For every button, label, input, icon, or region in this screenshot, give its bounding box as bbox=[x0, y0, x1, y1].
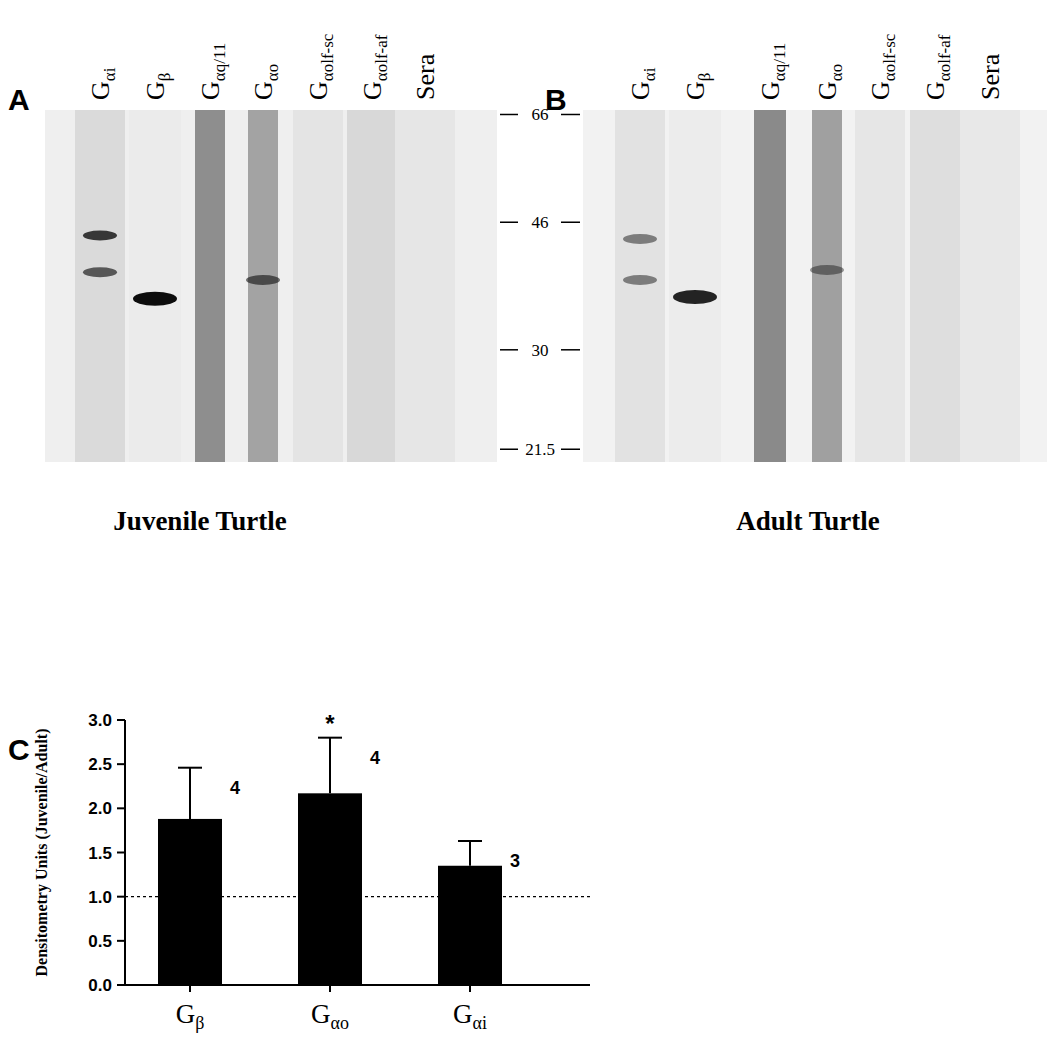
marker-label: 66 bbox=[532, 105, 549, 124]
gel-lane bbox=[293, 110, 343, 462]
x-tick bbox=[189, 985, 191, 992]
x-tick bbox=[329, 985, 331, 992]
marker-tick bbox=[561, 448, 580, 450]
y-tick bbox=[117, 852, 125, 854]
band bbox=[133, 292, 177, 306]
x-tick-label: Gβ bbox=[176, 999, 205, 1033]
sample-size: 4 bbox=[230, 778, 240, 798]
marker-tick bbox=[500, 114, 518, 116]
gel-lane bbox=[910, 110, 960, 462]
lane-label: Sera bbox=[976, 53, 1005, 100]
marker-tick bbox=[500, 221, 518, 223]
error-cap bbox=[458, 840, 482, 842]
lane-label: Gαolf-af bbox=[358, 34, 391, 100]
sample-size: 4 bbox=[370, 748, 380, 768]
bar bbox=[158, 819, 222, 985]
gel-lane bbox=[248, 110, 278, 462]
plot-area bbox=[125, 738, 590, 985]
x-tick-label: Gαi bbox=[453, 999, 487, 1033]
y-tick bbox=[117, 940, 125, 942]
gel-lane bbox=[855, 110, 905, 462]
y-tick-label: 2.0 bbox=[88, 799, 112, 818]
lane-label: Gαq/11 bbox=[196, 43, 229, 100]
error-bar bbox=[329, 738, 331, 794]
gel-lane bbox=[960, 110, 1020, 462]
lane-label: Gβ bbox=[141, 73, 174, 100]
bar bbox=[298, 793, 362, 985]
marker-tick bbox=[500, 349, 518, 351]
figure: Gαi Gβ Gαq/11 Gαo Gαolf-sc Gαolf-af Sera A Juven… bbox=[0, 0, 1050, 1045]
lane-label: Gαi bbox=[626, 67, 659, 100]
y-tick-label: 1.5 bbox=[88, 844, 112, 863]
marker-label: 30 bbox=[532, 341, 549, 360]
lane-label: Gαolf-sc bbox=[304, 33, 337, 100]
y-tick bbox=[117, 896, 125, 898]
y-tick-label: 1.0 bbox=[88, 888, 112, 907]
gel-lane bbox=[395, 110, 455, 462]
y-tick-label: 0.0 bbox=[88, 976, 112, 995]
gel-lane bbox=[347, 110, 397, 462]
marker-tick bbox=[500, 448, 518, 450]
band bbox=[246, 275, 280, 285]
gel-lane bbox=[615, 110, 665, 462]
y-tick bbox=[117, 984, 125, 986]
x-tick bbox=[469, 985, 471, 992]
panel-title: Adult Turtle bbox=[736, 506, 879, 536]
band bbox=[83, 231, 117, 241]
lane-label: Gαq/11 bbox=[756, 43, 789, 100]
error-bar bbox=[189, 768, 191, 819]
blot-panel bbox=[583, 110, 1047, 462]
blot-panel bbox=[45, 110, 497, 462]
gel-lane bbox=[75, 110, 125, 462]
lane-label: Gαolf-sc bbox=[866, 33, 899, 100]
gel-lane bbox=[195, 110, 225, 462]
lane-label: Sera bbox=[411, 53, 440, 100]
band bbox=[810, 265, 844, 275]
error-cap bbox=[318, 737, 342, 739]
lane-label: Gαolf-af bbox=[921, 34, 954, 100]
x-tick-label: Gαo bbox=[311, 999, 349, 1033]
band bbox=[623, 275, 657, 285]
y-axis-label: Densitometry Units (Juvenile/Adult) bbox=[33, 729, 51, 977]
gel-background bbox=[583, 110, 1047, 462]
gel-lane bbox=[129, 110, 181, 462]
lane-label: Gαi bbox=[86, 67, 119, 100]
marker-tick bbox=[561, 221, 580, 223]
band bbox=[673, 290, 717, 304]
gel-lane bbox=[669, 110, 721, 462]
gel-background bbox=[45, 110, 497, 462]
lane-label: Gβ bbox=[681, 73, 714, 100]
gel-lane bbox=[812, 110, 842, 462]
y-tick bbox=[117, 719, 125, 721]
panel-title: Juvenile Turtle bbox=[113, 506, 286, 536]
marker-label: 21.5 bbox=[525, 440, 555, 459]
x-axis bbox=[125, 984, 590, 986]
error-cap bbox=[178, 767, 202, 769]
y-tick bbox=[117, 807, 125, 809]
significance-mark: * bbox=[325, 710, 335, 737]
error-bar bbox=[469, 841, 471, 866]
y-tick-label: 3.0 bbox=[88, 711, 112, 730]
y-tick-label: 0.5 bbox=[88, 932, 112, 951]
panel-letter: C bbox=[8, 733, 30, 766]
lane-label: Gαo bbox=[249, 64, 282, 100]
panel-letter: A bbox=[8, 83, 30, 116]
lane-label: Gαo bbox=[813, 64, 846, 100]
marker-tick bbox=[561, 114, 580, 116]
bar bbox=[438, 866, 502, 985]
y-tick-label: 2.5 bbox=[88, 755, 112, 774]
gel-lane bbox=[754, 110, 786, 462]
marker-tick bbox=[561, 349, 580, 351]
band bbox=[623, 234, 657, 244]
band bbox=[83, 267, 117, 277]
y-tick bbox=[117, 763, 125, 765]
sample-size: 3 bbox=[510, 851, 520, 871]
marker-label: 46 bbox=[532, 213, 549, 232]
